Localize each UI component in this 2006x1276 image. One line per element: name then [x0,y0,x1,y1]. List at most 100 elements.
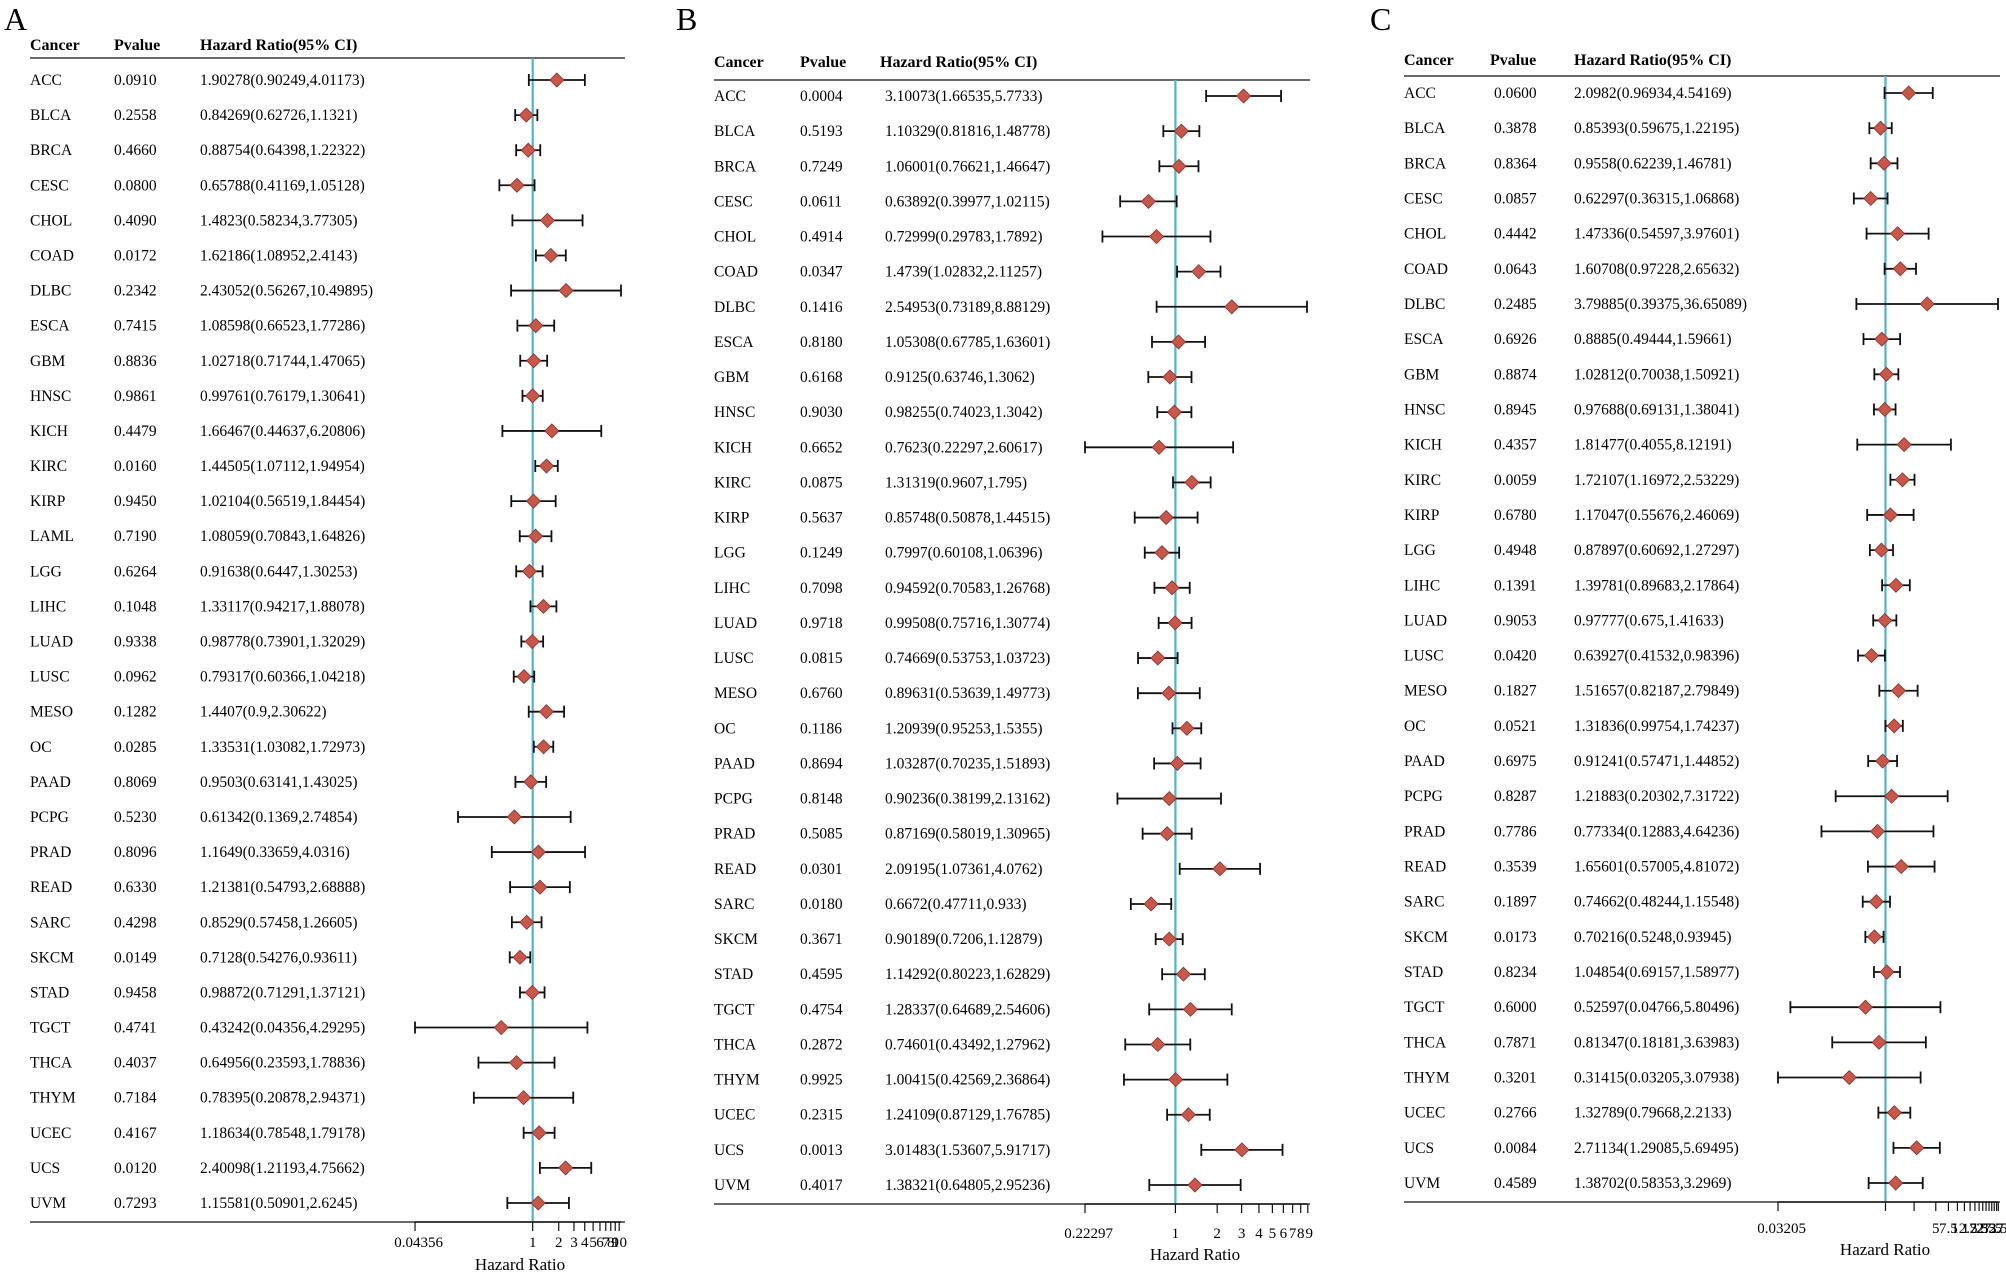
hazard-ratio-marker [549,72,565,88]
hazard-ratio-ci-label: 0.9503(0.63141,1.43025) [200,774,358,791]
table-row: PCPG 0.8148 0.90236(0.38199,2.13162) [714,791,1222,808]
hazard-ratio-ci-label: 1.17047(0.55676,2.46069) [1574,507,1739,524]
table-row: UCS 0.0084 2.71134(1.29085,5.69495) [1404,1140,1941,1157]
table-row: LUSC 0.0420 0.63927(0.41532,0.98396) [1404,648,1886,665]
hazard-ratio-marker [1150,1036,1166,1053]
hazard-ratio-ci-label: 1.31319(0.9607,1.795) [885,474,1027,491]
table-row: READ 0.0301 2.09195(1.07361,4.0762) [714,861,1261,878]
cancer-label: KIRC [714,474,751,491]
cancer-label: UVM [30,1195,66,1212]
pvalue-label: 0.0643 [1494,261,1537,278]
pvalue-label: 0.0013 [800,1142,843,1159]
x-tick-label: 6 [596,1235,604,1251]
hazard-ratio-marker [1150,650,1166,666]
pvalue-label: 0.0347 [800,264,843,281]
cancer-label: READ [1404,859,1446,876]
cancer-label: DLBC [30,283,71,300]
hazard-ratio-marker [1875,753,1891,769]
hazard-ratio-marker [1187,1177,1203,1193]
pvalue-label: 0.8234 [1494,964,1537,981]
x-tick-label: 27.5 [1976,1221,2002,1237]
hazard-ratio-ci-label: 0.84269(0.62726,1.1321) [200,107,358,124]
hazard-ratio-marker [535,598,552,614]
table-row: SKCM 0.0173 0.70216(0.5248,0.93945) [1404,929,1885,946]
cancer-label: PCPG [30,809,69,826]
table-row: LUSC 0.0815 0.74669(0.53753,1.03723) [714,650,1179,667]
x-tick-label: 7 [1289,1226,1297,1242]
hazard-ratio-marker [1158,509,1174,526]
hazard-ratio-ci-label: 0.6672(0.47711,0.933) [885,896,1027,913]
x-tick-label: 17.5 [1962,1221,1988,1237]
cancer-label: LGG [1404,542,1436,559]
pvalue-label: 0.9718 [800,615,843,632]
pvalue-label: 0.8874 [1494,366,1537,383]
column-header-pvalue: Pvalue [800,54,846,71]
pvalue-label: 0.2342 [114,283,157,300]
hazard-ratio-marker [544,423,560,439]
hazard-ratio-ci-label: 0.63892(0.39977,1.02115) [885,193,1050,210]
hazard-ratio-ci-label: 0.89631(0.53639,1.49773) [885,685,1050,702]
pvalue-label: 0.0172 [114,247,157,264]
hazard-ratio-marker [1871,1034,1887,1050]
hazard-ratio-marker [525,493,542,509]
pvalue-label: 0.7871 [1494,1034,1537,1051]
pvalue-label: 0.9458 [114,984,157,1001]
cancer-label: KICH [30,423,68,440]
pvalue-label: 0.4017 [800,1177,843,1194]
table-row: READ 0.3539 1.65601(0.57005,4.81072) [1404,859,1936,876]
table-row: CESC 0.0857 0.62297(0.36315,1.06868) [1404,190,1889,207]
cancer-label: KICH [714,439,752,456]
pvalue-label: 0.1391 [1494,577,1537,594]
table-row: KIRC 0.0059 1.72107(1.16972,2.53229) [1404,472,1916,489]
pvalue-label: 0.4754 [800,1001,843,1018]
table-row: LIHC 0.7098 0.94592(0.70583,1.26768) [714,580,1191,597]
hazard-ratio-marker [1212,861,1228,877]
hazard-ratio-ci-label: 0.31415(0.03205,3.07938) [1574,1070,1739,1087]
pvalue-label: 0.5193 [800,123,843,140]
x-tick-label: 4 [1255,1226,1263,1242]
hazard-ratio-ci-label: 0.65788(0.41169,1.05128) [200,177,365,194]
cancer-label: THYM [1404,1070,1450,1087]
table-row: CHOL 0.4442 1.47336(0.54597,3.97601) [1404,226,1930,243]
cancer-label: BRCA [714,158,757,175]
table-row: GBM 0.8836 1.02718(0.71744,1.47065) [30,353,549,370]
pvalue-label: 0.1827 [1494,683,1537,700]
cancer-label: LUSC [30,669,70,686]
forest-panel-b: B Cancer Pvalue Hazard Ratio(95% CI) ACC 0.00… [676,1,1313,1264]
table-row: PAAD 0.8694 1.03287(0.70235,1.51893) [714,755,1202,772]
table-row: TGCT 0.4741 0.43242(0.04356,4.29295) [30,1020,589,1037]
pvalue-label: 0.0285 [114,739,157,756]
pvalue-label: 0.1416 [800,299,843,316]
pvalue-label: 0.0059 [1494,472,1537,489]
table-row: CESC 0.0611 0.63892(0.39977,1.02115) [714,193,1178,210]
hazard-ratio-marker [1173,123,1189,139]
cancer-label: CHOL [30,212,72,229]
pvalue-label: 0.4090 [114,212,157,229]
panel-letter: A [4,1,27,37]
hazard-ratio-marker [1874,331,1890,347]
pvalue-label: 0.8069 [114,774,157,791]
table-row: OC 0.0521 1.31836(0.99754,1.74237) [1404,718,1904,735]
x-tick-label: 3 [570,1235,578,1251]
hazard-ratio-marker [1882,507,1898,523]
cancer-label: MESO [1404,683,1447,700]
hazard-ratio-ci-label: 1.4823(0.58234,3.77305) [200,212,358,229]
pvalue-label: 0.9925 [800,1072,843,1089]
pvalue-label: 0.2558 [114,107,157,124]
hazard-ratio-marker [524,633,540,650]
pvalue-label: 0.1048 [114,598,157,615]
hazard-ratio-marker [1876,155,1892,171]
cancer-label: STAD [714,966,753,983]
table-row: BLCA 0.3878 0.85393(0.59675,1.22195) [1404,120,1893,137]
cancer-label: KIRP [714,510,749,527]
pvalue-label: 0.7293 [114,1195,157,1212]
pvalue-label: 0.3671 [800,931,843,948]
hazard-ratio-ci-label: 1.18634(0.78548,1.79178) [200,1125,365,1142]
hazard-ratio-marker [1877,401,1893,418]
pvalue-label: 0.4037 [114,1055,157,1072]
pvalue-label: 0.2872 [800,1036,843,1053]
hazard-ratio-ci-label: 1.72107(1.16972,2.53229) [1574,472,1739,489]
x-tick-label: 10 [612,1235,627,1251]
cancer-label: KIRC [1404,472,1441,489]
hazard-ratio-ci-label: 0.99761(0.76179,1.30641) [200,388,365,405]
